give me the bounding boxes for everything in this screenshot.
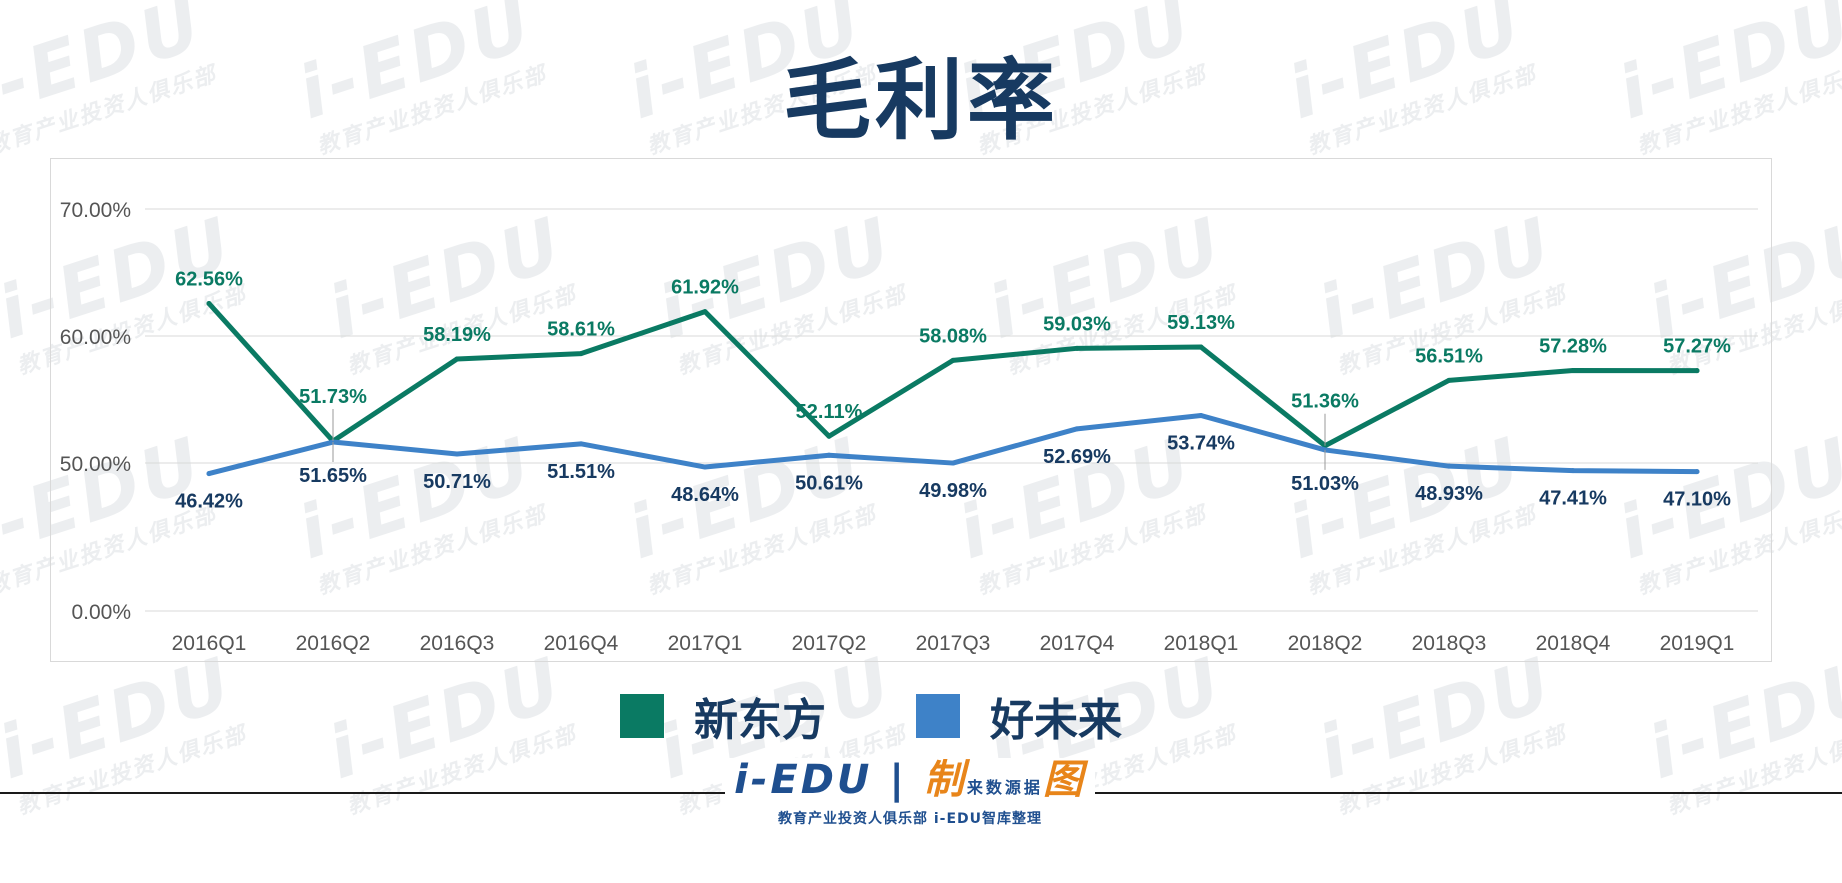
data-label-tal: 51.03% — [1291, 473, 1359, 495]
data-point — [1446, 377, 1452, 383]
data-label-tal: 48.64% — [671, 484, 739, 506]
legend: 新东方 好未来 — [620, 690, 1212, 746]
x-tick-label: 2019Q1 — [1660, 632, 1735, 655]
x-tick-label: 2018Q1 — [1164, 632, 1239, 655]
data-point — [1198, 413, 1204, 419]
data-label-tal: 46.42% — [175, 491, 243, 513]
data-point — [454, 356, 460, 362]
legend-item-tal: 好未来 — [916, 684, 1122, 748]
data-point — [454, 451, 460, 457]
data-point — [1570, 368, 1576, 374]
logo-chart-word: 图 — [1042, 757, 1086, 803]
data-label-tal: 52.69% — [1043, 446, 1111, 468]
data-point — [1694, 469, 1700, 475]
x-tick-label: 2016Q3 — [420, 632, 495, 655]
logo-main: i-EDU | 制来数源据图 — [734, 757, 1086, 803]
data-label-xdf: 57.27% — [1663, 336, 1731, 358]
data-point — [950, 460, 956, 466]
data-point — [206, 300, 212, 306]
data-point — [578, 441, 584, 447]
data-point — [826, 433, 832, 439]
data-point — [1074, 345, 1080, 351]
data-label-xdf: 51.36% — [1291, 391, 1359, 413]
data-label-tal: 49.98% — [919, 480, 987, 502]
data-label-tal: 51.65% — [299, 465, 367, 487]
legend-swatch-xdf — [620, 694, 664, 738]
x-tick-label: 2016Q2 — [296, 632, 371, 655]
x-tick-label: 2016Q4 — [544, 632, 619, 655]
data-label-tal: 47.10% — [1663, 489, 1731, 511]
data-label-tal: 53.74% — [1167, 433, 1235, 455]
legend-label-xdf: 新东方 — [694, 695, 826, 746]
x-tick-label: 2017Q4 — [1040, 632, 1115, 655]
x-tick-label: 2018Q3 — [1412, 632, 1487, 655]
data-point — [950, 357, 956, 363]
data-point — [1074, 426, 1080, 432]
logo-made: 制 — [923, 757, 967, 803]
data-label-xdf: 59.03% — [1043, 313, 1111, 335]
x-tick-label: 2017Q3 — [916, 632, 991, 655]
logo-source-label: 来数源据 — [966, 778, 1043, 797]
data-label-xdf: 58.08% — [919, 325, 987, 347]
data-label-xdf: 56.51% — [1415, 345, 1483, 367]
chart-title: 毛利率 — [782, 49, 1059, 152]
legend-swatch-tal — [916, 694, 960, 738]
data-label-xdf: 59.13% — [1167, 312, 1235, 334]
y-tick-label: 70.00% — [60, 199, 131, 222]
data-label-xdf: 52.11% — [796, 401, 863, 423]
logo-subtitle2: i-EDU智库整理 — [933, 811, 1043, 827]
y-tick-label: 0.00% — [71, 601, 131, 624]
data-point — [702, 464, 708, 470]
y-tick-label: 50.00% — [60, 453, 131, 476]
legend-label-tal: 好未来 — [990, 695, 1122, 746]
data-label-xdf: 58.19% — [423, 324, 491, 346]
data-label-xdf: 51.73% — [299, 386, 367, 408]
data-label-tal: 51.51% — [547, 461, 615, 483]
footer-logo: i-EDU | 制来数源据图 教育产业投资人俱乐部 i-EDU智库整理 — [725, 757, 1095, 828]
data-label-tal: 50.61% — [795, 472, 863, 494]
data-point — [578, 351, 584, 357]
data-label-xdf: 57.28% — [1539, 336, 1607, 358]
logo-brand: i-EDU — [734, 757, 873, 803]
data-label-tal: 47.41% — [1539, 488, 1607, 510]
logo-subtitle: 教育产业投资人俱乐部 — [777, 811, 928, 827]
data-label-tal: 48.93% — [1415, 483, 1483, 505]
data-label-xdf: 58.61% — [547, 319, 615, 341]
x-tick-label: 2018Q4 — [1536, 632, 1611, 655]
data-point — [1446, 463, 1452, 469]
legend-item-xdf: 新东方 — [620, 684, 826, 748]
logo-sub: 教育产业投资人俱乐部 i-EDU智库整理 — [725, 810, 1095, 828]
data-point — [1694, 368, 1700, 374]
chart-frame — [50, 158, 1772, 662]
x-tick-label: 2017Q1 — [668, 632, 743, 655]
data-point — [206, 471, 212, 477]
x-tick-label: 2016Q1 — [172, 632, 247, 655]
x-tick-label: 2017Q2 — [792, 632, 867, 655]
data-label-xdf: 62.56% — [175, 268, 243, 290]
data-point — [1570, 468, 1576, 474]
y-tick-label: 60.00% — [60, 326, 131, 349]
data-point — [1198, 344, 1204, 350]
data-label-xdf: 61.92% — [671, 277, 739, 299]
data-point — [826, 452, 832, 458]
data-point — [702, 309, 708, 315]
x-tick-label: 2018Q2 — [1288, 632, 1363, 655]
data-label-tal: 50.71% — [423, 471, 491, 493]
